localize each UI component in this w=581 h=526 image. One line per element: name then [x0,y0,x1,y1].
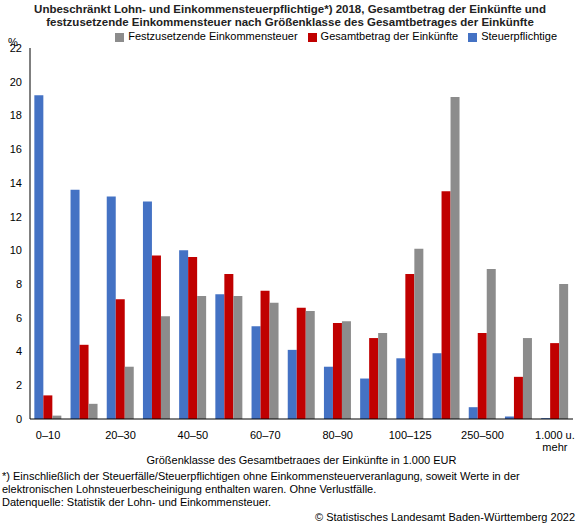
svg-text:40–50: 40–50 [178,429,209,441]
html-text:Steuerpflichtige: Steuerpflichtige [481,30,557,42]
svg-text:1.000 u.mehr: 1.000 u.mehr [535,429,573,453]
html-text:*) Einschließlich der Steuerfä: *) Einschließlich der Steuerfälle/Steuer… [2,470,520,495]
svg-text:16: 16 [10,143,22,155]
svg-text:14: 14 [10,177,22,189]
html-text:© Statistisches Landesamt Bade: © Statistisches Landesamt Baden-Württemb… [315,511,575,523]
svg-text:Größenklasse des Gesamtbetrage: Größenklasse des Gesamtbetrages der Eink… [147,454,457,464]
html-text:Festzusetzende Einkommensteuer: Festzusetzende Einkommensteuer [128,30,298,42]
svg-text:0: 0 [16,413,22,425]
svg-text:100–125: 100–125 [389,429,432,441]
html-text:Gesamtbetrag der Einkünfte: Gesamtbetrag der Einkünfte [320,30,459,42]
svg-text:6: 6 [16,312,22,324]
svg-text:80–90: 80–90 [322,429,353,441]
svg-text:18: 18 [10,109,22,121]
svg-text:250–500: 250–500 [461,429,504,441]
svg-text:4: 4 [16,345,22,357]
svg-text:0–10: 0–10 [36,429,60,441]
svg-text:22: 22 [10,42,22,54]
svg-text:8: 8 [16,278,22,290]
svg-text:20: 20 [10,76,22,88]
svg-text:20–30: 20–30 [105,429,136,441]
svg-text:12: 12 [10,211,22,223]
html-text:Datenquelle: Statistik der Loh: Datenquelle: Statistik der Lohn- und Ein… [2,496,271,508]
html-text:Unbeschränkt Lohn- und Einkomm: Unbeschränkt Lohn- und Einkommensteuerpf… [34,3,546,28]
svg-text:2: 2 [16,379,22,391]
svg-text:60–70: 60–70 [250,429,281,441]
svg-text:10: 10 [10,244,22,256]
